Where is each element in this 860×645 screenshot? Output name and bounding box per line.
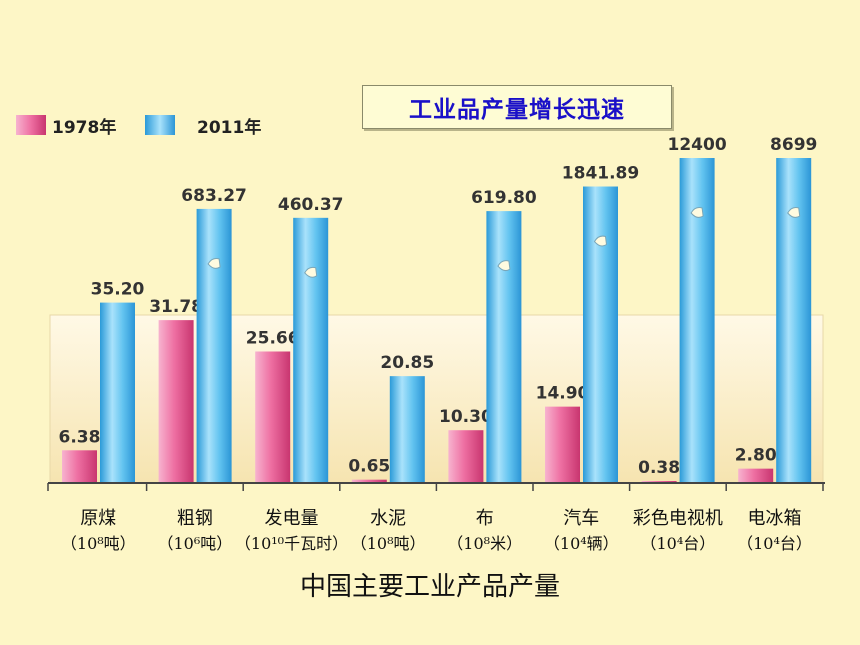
x-tick-label-1: 粗钢 [177, 508, 213, 529]
legend-label-2011: 2011年 [197, 117, 262, 138]
data-label-1978-2: 25.66 [246, 328, 300, 348]
axis-break-marker-4 [497, 260, 511, 272]
x-tick-unit-2: （10¹⁰千瓦时） [235, 534, 348, 553]
x-tick-unit-6: （10⁴台） [641, 534, 716, 553]
x-tick-label-2: 发电量 [265, 508, 319, 529]
legend-item-1978: 1978年 [16, 114, 117, 138]
x-tick-unit-4: （10⁸米） [447, 534, 522, 553]
axis-break-marker-5 [593, 235, 608, 247]
bar-1978-7 [738, 468, 774, 483]
bar-2011-4 [486, 211, 522, 483]
x-tick-label-4: 布 [476, 508, 494, 529]
bar-1978-1 [158, 320, 194, 483]
x-tick-unit-7: （10⁴台） [737, 534, 812, 553]
axis-break-marker-2 [304, 266, 318, 278]
bar-1978-4 [448, 430, 484, 483]
data-label-2011-5: 1841.89 [562, 164, 639, 184]
x-tick-unit-1: （10⁶吨） [158, 534, 233, 553]
x-tick-label-3: 水泥 [370, 508, 406, 529]
bar-2011-6 [679, 158, 715, 483]
legend-swatch-2011 [145, 115, 175, 135]
bar-1978-2 [255, 351, 291, 483]
axis-break-marker-7 [787, 207, 801, 218]
bar-2011-5 [583, 186, 618, 483]
bar-1978-5 [545, 406, 580, 483]
x-tick-label-0: 原煤 [80, 508, 116, 529]
axis-break-marker-1 [207, 257, 221, 269]
data-label-2011-3: 20.85 [380, 353, 434, 373]
data-label-1978-1: 31.78 [149, 297, 203, 317]
bar-2011-2 [293, 217, 329, 483]
data-label-1978-0: 6.38 [59, 427, 101, 447]
x-tick-unit-3: （10⁸吨） [351, 534, 426, 553]
bar-2011-7 [776, 158, 812, 483]
data-label-1978-7: 2.80 [735, 446, 777, 466]
bar-1978-0 [62, 450, 97, 483]
legend-label-1978: 1978年 [52, 117, 117, 138]
data-label-2011-7: 8699 [770, 135, 817, 155]
data-label-1978-6: 0.38 [638, 458, 680, 478]
data-label-2011-6: 12400 [668, 135, 727, 155]
legend-swatch-1978 [16, 115, 46, 135]
bar-2011-0 [100, 302, 135, 483]
data-label-2011-1: 683.27 [181, 186, 247, 206]
x-tick-label-6: 彩色电视机 [633, 508, 723, 529]
axis-break-marker-6 [690, 207, 704, 218]
data-label-2011-0: 35.20 [91, 280, 145, 300]
bar-2011-1 [196, 208, 232, 483]
chart-title: 工业品产量增长迅速 [362, 85, 672, 129]
data-label-2011-4: 619.80 [471, 188, 537, 208]
bar-1978-3 [351, 479, 387, 483]
x-tick-unit-5: （10⁴辆） [544, 534, 619, 553]
data-label-1978-4: 10.30 [439, 407, 493, 427]
x-tick-label-7: 电冰箱 [748, 508, 802, 529]
data-label-1978-5: 14.90 [536, 384, 590, 404]
data-label-2011-2: 460.37 [278, 195, 344, 215]
bar-2011-3 [389, 376, 425, 483]
chart-caption: 中国主要工业产品产量 [299, 572, 560, 602]
x-tick-unit-0: （10⁸吨） [61, 534, 136, 553]
legend-item-2011: 2011年 [145, 114, 262, 138]
data-label-1978-3: 0.65 [348, 457, 390, 477]
x-tick-label-5: 汽车 [563, 508, 599, 529]
